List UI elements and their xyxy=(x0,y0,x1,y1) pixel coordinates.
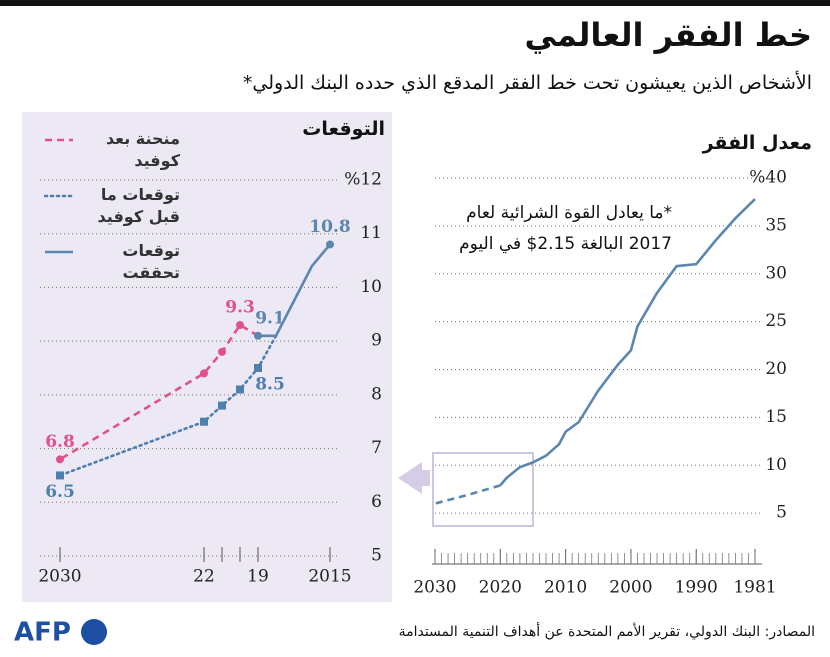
y-tick-label: %40 xyxy=(749,168,787,188)
marker xyxy=(200,369,208,378)
data-label: 8.5 xyxy=(255,375,285,395)
y-tick-label: 11 xyxy=(360,223,382,243)
series-line xyxy=(58,334,278,477)
legend-swatch xyxy=(45,250,73,254)
highlight-box xyxy=(432,452,534,527)
marker xyxy=(236,321,244,330)
x-tick-label: 19 xyxy=(247,567,269,587)
logo: AFP xyxy=(14,618,71,648)
marker xyxy=(254,364,262,372)
marker xyxy=(200,417,208,426)
data-label: 9.3 xyxy=(225,298,255,318)
legend-label: منحنة بعد كوفيد xyxy=(105,129,180,170)
x-tick-label: 1981 xyxy=(733,578,776,598)
y-tick-label: 9 xyxy=(371,331,382,351)
logo-dot xyxy=(81,619,107,645)
marker xyxy=(236,385,244,394)
legend-item: توقعات ما قبل كوفيد xyxy=(30,184,180,228)
annotation: *ما يعادل القوة الشرائية لعام 2017 البال… xyxy=(459,198,672,260)
x-tick-label: 2030 xyxy=(413,578,456,598)
legend-swatch xyxy=(44,194,74,198)
top-bar xyxy=(0,0,830,6)
y-tick-label: 7 xyxy=(371,438,382,458)
legend-item: منحنة بعد كوفيد xyxy=(30,128,180,172)
data-label: 6.8 xyxy=(45,432,75,452)
legend-label: توقعات تحققت xyxy=(122,241,180,282)
data-label: 10.8 xyxy=(309,217,350,237)
y-tick-label: 6 xyxy=(371,492,382,512)
legend-label: توقعات ما قبل كوفيد xyxy=(97,185,180,226)
x-tick-label: 1990 xyxy=(675,578,718,598)
y-tick-label: 5 xyxy=(371,546,382,566)
x-tick-label: 2020 xyxy=(479,578,522,598)
y-tick-label: 35 xyxy=(765,215,787,235)
series-line xyxy=(258,243,331,338)
y-tick-label: 8 xyxy=(371,384,382,404)
marker xyxy=(218,347,226,356)
legend: منحنة بعد كوفيد توقعات ما قبل كوفيد توقعات… xyxy=(30,128,180,296)
sources: المصادر: البنك الدولي، تقرير الأمم المتح… xyxy=(398,624,815,640)
marker xyxy=(218,401,226,410)
legend-item: توقعات تحققت xyxy=(30,240,180,284)
y-tick-label: 10 xyxy=(765,455,787,475)
marker xyxy=(56,455,64,464)
subtitle: الأشخاص الذين يعيشون تحت خط الفقر المدقع… xyxy=(242,72,812,94)
data-label: 9.1 xyxy=(255,308,285,328)
arrow xyxy=(398,462,430,494)
x-tick-label: 2010 xyxy=(544,578,587,598)
chart-title: التوقعات xyxy=(302,118,385,140)
marker xyxy=(326,240,334,249)
x-tick-label: 2030 xyxy=(38,567,81,587)
y-tick-label: %12 xyxy=(344,170,382,190)
y-tick-label: 5 xyxy=(776,503,787,523)
x-tick-label: 2000 xyxy=(609,578,652,598)
series-line xyxy=(499,198,756,487)
annotation-line: 2017 البالغة 2.15$ في اليوم xyxy=(459,234,672,254)
chart-title: معدل الفقر xyxy=(702,132,812,154)
data-label: 6.5 xyxy=(45,482,75,502)
y-tick-label: 10 xyxy=(360,277,382,297)
y-tick-label: 25 xyxy=(765,311,787,331)
title: خط الفقر العالمي xyxy=(524,16,812,54)
forecast-panel xyxy=(22,112,392,602)
y-tick-label: 20 xyxy=(765,359,787,379)
x-tick-label: 2015 xyxy=(308,567,351,587)
x-tick-label: 22 xyxy=(193,567,215,587)
marker xyxy=(254,331,262,340)
y-tick-label: 30 xyxy=(765,263,787,283)
marker xyxy=(56,471,64,480)
series-line xyxy=(434,484,501,505)
legend-swatch xyxy=(45,138,73,142)
annotation-line: *ما يعادل القوة الشرائية لعام xyxy=(466,203,672,223)
y-tick-label: 15 xyxy=(765,407,787,427)
